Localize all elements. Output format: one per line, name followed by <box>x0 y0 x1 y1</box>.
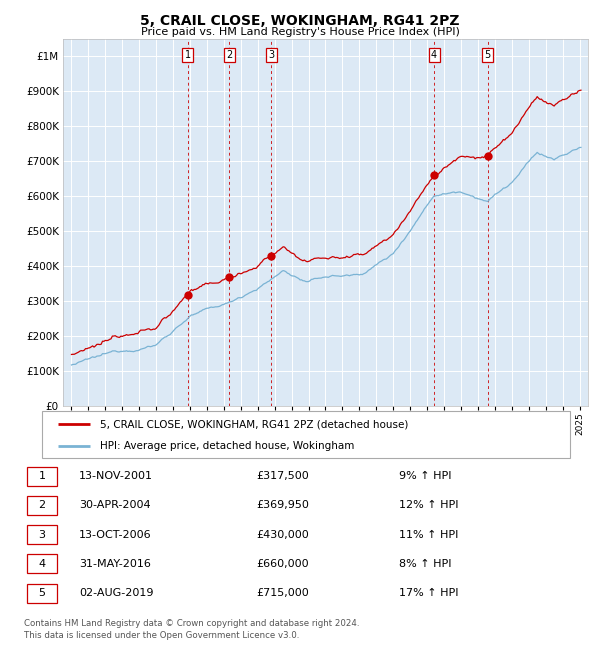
Text: 31-MAY-2016: 31-MAY-2016 <box>79 559 151 569</box>
Text: 4: 4 <box>38 559 46 569</box>
FancyBboxPatch shape <box>27 496 57 515</box>
Text: 1: 1 <box>185 50 191 60</box>
Text: £430,000: £430,000 <box>256 530 308 540</box>
Text: 13-OCT-2006: 13-OCT-2006 <box>79 530 152 540</box>
Text: Contains HM Land Registry data © Crown copyright and database right 2024.: Contains HM Land Registry data © Crown c… <box>24 619 359 628</box>
Text: 8% ↑ HPI: 8% ↑ HPI <box>400 559 452 569</box>
FancyBboxPatch shape <box>27 525 57 544</box>
Text: £660,000: £660,000 <box>256 559 308 569</box>
Text: 11% ↑ HPI: 11% ↑ HPI <box>400 530 459 540</box>
Text: HPI: Average price, detached house, Wokingham: HPI: Average price, detached house, Woki… <box>100 441 355 450</box>
Text: 9% ↑ HPI: 9% ↑ HPI <box>400 471 452 481</box>
Text: £317,500: £317,500 <box>256 471 308 481</box>
Text: 13-NOV-2001: 13-NOV-2001 <box>79 471 153 481</box>
FancyBboxPatch shape <box>27 554 57 573</box>
Text: 2: 2 <box>38 500 46 510</box>
Text: 5: 5 <box>38 588 46 598</box>
FancyBboxPatch shape <box>27 467 57 486</box>
Text: 4: 4 <box>431 50 437 60</box>
Text: This data is licensed under the Open Government Licence v3.0.: This data is licensed under the Open Gov… <box>24 630 299 640</box>
Text: 17% ↑ HPI: 17% ↑ HPI <box>400 588 459 598</box>
Text: Price paid vs. HM Land Registry's House Price Index (HPI): Price paid vs. HM Land Registry's House … <box>140 27 460 37</box>
FancyBboxPatch shape <box>42 411 570 458</box>
Text: 3: 3 <box>268 50 274 60</box>
Text: £715,000: £715,000 <box>256 588 308 598</box>
Text: 3: 3 <box>38 530 46 540</box>
Text: 5: 5 <box>485 50 491 60</box>
Text: 02-AUG-2019: 02-AUG-2019 <box>79 588 154 598</box>
Text: 5, CRAIL CLOSE, WOKINGHAM, RG41 2PZ: 5, CRAIL CLOSE, WOKINGHAM, RG41 2PZ <box>140 14 460 29</box>
FancyBboxPatch shape <box>27 584 57 603</box>
Text: 12% ↑ HPI: 12% ↑ HPI <box>400 500 459 510</box>
Text: £369,950: £369,950 <box>256 500 309 510</box>
Text: 2: 2 <box>226 50 233 60</box>
Text: 1: 1 <box>38 471 46 481</box>
Text: 5, CRAIL CLOSE, WOKINGHAM, RG41 2PZ (detached house): 5, CRAIL CLOSE, WOKINGHAM, RG41 2PZ (det… <box>100 419 409 429</box>
Text: 30-APR-2004: 30-APR-2004 <box>79 500 151 510</box>
